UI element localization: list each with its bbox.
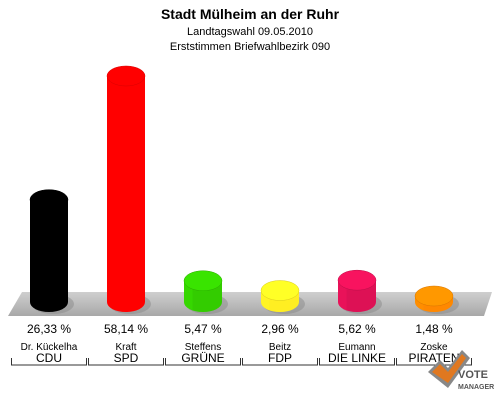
party-label: SPD [114,351,139,365]
checkmark-logo-icon [428,350,470,388]
bar-spd [106,65,151,314]
bar-cdu [29,189,74,314]
candidate-label: Zoske [420,342,448,353]
candidate-label: Beitz [269,342,291,353]
bars-layer [29,65,459,314]
bar-highlight [107,76,116,311]
candidate-label: Steffens [185,342,222,353]
party-label: CDU [36,351,62,365]
logo-text-manager: MANAGER [458,384,494,391]
bar-body [30,199,68,312]
chart-subtitle: Landtagswahl 09.05.2010 [187,26,313,38]
bar-top [260,280,300,301]
candidate-label: Dr. Kückelha [21,342,78,353]
bar-die-linke [337,269,382,314]
value-label: 58,14 % [104,322,148,336]
party-bracket [88,358,164,366]
value-label: 5,47 % [184,322,222,336]
value-label: 26,33 % [27,322,71,336]
party-label: FDP [268,351,292,365]
bar-gr-ne [183,270,228,314]
party-label: GRÜNE [181,351,224,365]
bar-top [414,285,454,307]
party-bracket [11,358,87,366]
bar-top [183,270,223,291]
bar-highlight [30,199,39,311]
party-bracket [165,358,241,366]
bar-top [337,269,377,291]
party-label: PIRATEN [408,351,459,365]
bar-top [29,189,69,210]
party-bracket [242,358,318,366]
bar-body [107,76,145,312]
value-label: 5,62 % [338,322,376,336]
party-label: DIE LINKE [328,351,386,365]
bar-top [106,65,146,87]
value-label: 1,48 % [415,322,453,336]
chart-subtitle-2: Erststimmen Briefwahlbezirk 090 [170,41,330,53]
bar-fdp [260,280,305,314]
chart-title: Stadt Mülheim an der Ruhr [161,6,340,22]
logo-text-vote: VOTE [458,369,488,381]
party-bracket [319,358,395,366]
party-bracket [396,358,472,366]
candidate-label: Eumann [338,342,375,353]
vote-manager-logo: VOTE MANAGER [428,350,494,391]
bar-piraten [414,285,459,314]
value-label: 2,96 % [261,322,299,336]
candidate-label: Kraft [115,342,136,353]
